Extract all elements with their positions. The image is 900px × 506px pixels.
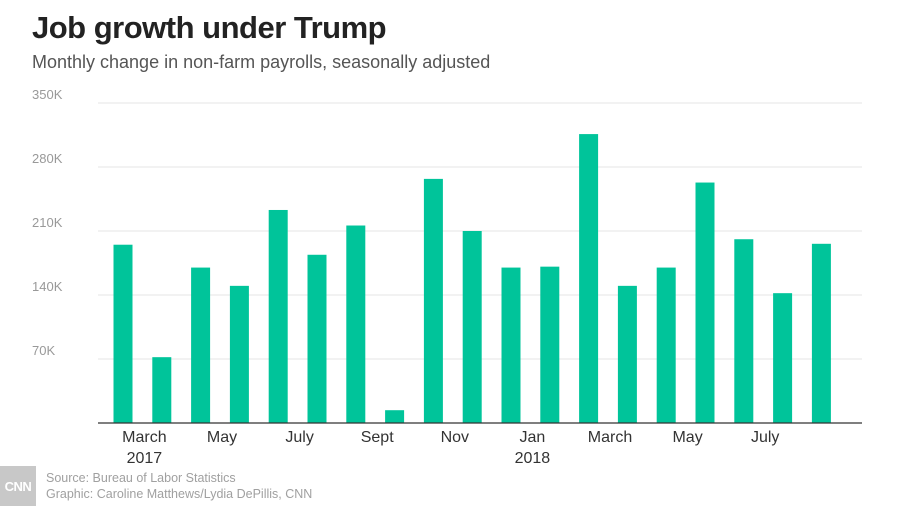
x-tick-label: March — [588, 429, 632, 446]
x-tick-label: May — [672, 429, 702, 446]
y-tick-label: 280K — [32, 151, 63, 166]
bar — [773, 293, 793, 423]
bar — [268, 209, 288, 423]
x-tick-label: May — [207, 429, 237, 446]
bar — [811, 243, 831, 423]
source-text: Source: Bureau of Labor Statistics — [46, 471, 236, 485]
x-tick-label: Sept — [361, 429, 394, 446]
x-tick-label: March — [122, 429, 166, 446]
bar — [501, 267, 521, 423]
y-tick-label: 350K — [32, 87, 63, 102]
bars — [113, 134, 831, 424]
bar — [617, 285, 637, 423]
y-axis-ticks: 70K 140K 210K 280K 350K — [32, 87, 63, 358]
y-tick-label: 70K — [32, 343, 55, 358]
x-tick-year-label: 2018 — [515, 450, 551, 466]
bar — [152, 357, 172, 423]
bar — [346, 225, 366, 423]
bar — [229, 285, 249, 423]
bar-chart: 70K 140K 210K 280K 350K March 2017 May July Sept… — [32, 87, 862, 466]
x-tick-label: July — [285, 429, 313, 446]
bar — [656, 267, 676, 423]
bar — [462, 231, 482, 423]
chart-subtitle: Monthly change in non-farm payrolls, sea… — [32, 52, 491, 72]
bar — [695, 182, 715, 423]
bar — [423, 178, 443, 423]
credit-text: Graphic: Caroline Matthews/Lydia DePilli… — [46, 487, 313, 501]
x-tick-year-label: 2017 — [127, 450, 163, 466]
chart-title: Job growth under Trump — [32, 10, 387, 45]
bar — [113, 244, 133, 423]
cnn-logo: CNN — [0, 466, 36, 506]
y-tick-label: 140K — [32, 279, 63, 294]
bar — [385, 410, 405, 423]
x-axis-ticks: March 2017 May July Sept Nov Jan 2018 March May Ju… — [122, 429, 779, 466]
footer-credits: Source: Bureau of Labor Statistics Graph… — [46, 470, 312, 502]
x-tick-label: Jan — [520, 429, 546, 446]
x-tick-label: Nov — [441, 429, 469, 446]
y-tick-label: 210K — [32, 215, 63, 230]
bar — [579, 134, 599, 424]
x-tick-label: July — [751, 429, 779, 446]
bar — [540, 266, 560, 423]
bar — [191, 267, 211, 423]
bar — [307, 254, 327, 423]
bar — [734, 239, 754, 423]
